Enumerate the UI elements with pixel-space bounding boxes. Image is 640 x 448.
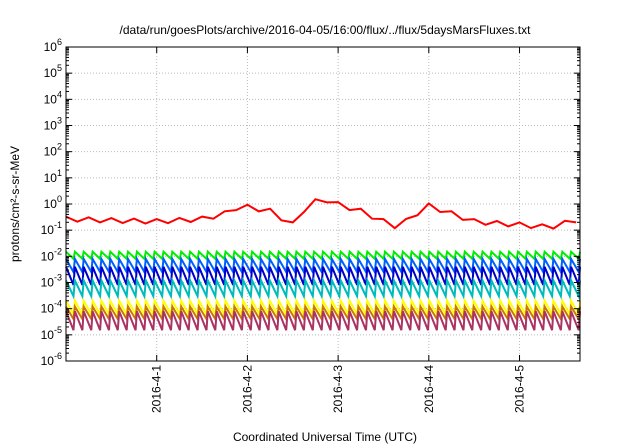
y-tick-exponent: -6 [54, 351, 62, 361]
chart-title: /data/run/goesPlots/archive/2016-04-05/1… [120, 23, 532, 37]
y-tick-label: 102 [44, 142, 62, 159]
x-axis-label: Coordinated Universal Time (UTC) [233, 430, 417, 444]
x-tick-label: 2016-4-1 [150, 365, 164, 413]
y-tick-base: 10 [41, 249, 55, 263]
y-tick-label: 10-2 [41, 246, 62, 263]
series-line-red [65, 198, 577, 230]
y-tick-base: 10 [44, 40, 58, 54]
y-tick-base: 10 [41, 354, 55, 368]
y-tick-exponent: 3 [57, 116, 62, 126]
x-tick-labels: 2016-4-1 2016-4-2 2016-4-3 2016-4-4 2016-4-5 [150, 365, 527, 413]
y-tick-label: 106 [44, 37, 62, 54]
y-tick-label: 101 [44, 168, 62, 185]
y-tick-exponent: 1 [57, 168, 62, 178]
y-tick-exponent: -4 [54, 299, 62, 309]
y-tick-base: 10 [41, 302, 55, 316]
y-tick-base: 10 [44, 197, 58, 211]
y-tick-label: 104 [44, 89, 62, 106]
x-tick-label: 2016-4-3 [331, 365, 345, 413]
y-tick-exponent: 5 [57, 63, 62, 73]
y-tick-exponent: -5 [54, 325, 62, 335]
y-axis-label: protons/cm²-s-sr-MeV [8, 146, 22, 262]
y-tick-exponent: 6 [57, 37, 62, 47]
series-line-cyan [65, 276, 581, 300]
y-tick-exponent: 0 [57, 194, 62, 204]
x-tick-label: 2016-4-2 [240, 365, 254, 413]
series-line-purple [65, 310, 581, 331]
y-tick-label: 103 [44, 116, 62, 133]
y-tick-label: 10-3 [41, 273, 62, 290]
y-tick-label: 100 [44, 194, 62, 211]
series-group [65, 198, 581, 331]
y-tick-base: 10 [44, 119, 58, 133]
y-tick-base: 10 [44, 66, 58, 80]
y-tick-label: 10-1 [41, 220, 62, 237]
y-tick-exponent: 4 [57, 89, 62, 99]
y-tick-exponent: -1 [54, 220, 62, 230]
y-tick-base: 10 [41, 223, 55, 237]
y-tick-labels: 10-610-510-410-310-210-11001011021031041… [41, 37, 62, 368]
y-tick-base: 10 [44, 171, 58, 185]
y-tick-base: 10 [44, 145, 58, 159]
x-tick-label: 2016-4-4 [422, 365, 436, 413]
x-tick-label: 2016-4-5 [513, 365, 527, 413]
y-tick-base: 10 [41, 276, 55, 290]
series-line-green [65, 249, 581, 261]
y-tick-exponent: -3 [54, 273, 62, 283]
y-tick-label: 10-4 [41, 299, 62, 316]
y-tick-label: 105 [44, 63, 62, 80]
y-tick-exponent: 2 [57, 142, 62, 152]
y-tick-base: 10 [41, 328, 55, 342]
y-tick-label: 10-6 [41, 351, 62, 368]
y-tick-base: 10 [44, 92, 58, 106]
y-tick-exponent: -2 [54, 246, 62, 256]
ticks [66, 46, 580, 362]
y-tick-label: 10-5 [41, 325, 62, 342]
